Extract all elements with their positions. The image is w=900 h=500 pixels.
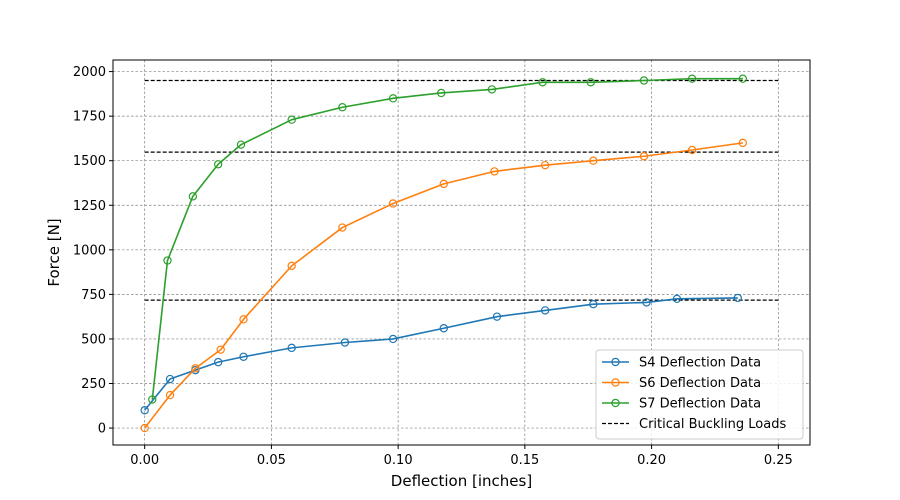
s6-deflection-data-point [439, 179, 448, 189]
y-tick-label: 1000 [73, 243, 106, 258]
s6-deflection-data-point [239, 315, 248, 324]
s4-deflection-data-point [439, 324, 448, 333]
s6-deflection-data-series [140, 138, 748, 433]
s4-deflection-data-point [165, 374, 175, 384]
s7-deflection-data-point [586, 78, 595, 87]
y-tick-label: 1750 [73, 110, 106, 125]
s4-deflection-data-point [287, 343, 296, 353]
s4-deflection-data-point [672, 294, 682, 304]
s6-deflection-data-point [388, 199, 398, 208]
s6-deflection-data-point [140, 423, 149, 433]
s6-deflection-data-point [338, 223, 347, 232]
s4-deflection-data-point [340, 338, 350, 347]
x-tick-label: 0.05 [257, 453, 286, 468]
s4-deflection-data-point [213, 357, 223, 367]
x-tick-label: 0.15 [510, 453, 539, 468]
s4-deflection-data-point [388, 334, 398, 344]
x-tick-label: 0.10 [384, 453, 413, 468]
legend-item-s7-deflection-data: S7 Deflection Data [602, 397, 761, 412]
legend-label: S6 Deflection Data [639, 376, 761, 391]
s7-deflection-data-point [148, 395, 157, 404]
x-tick-label: 0.20 [637, 453, 666, 468]
grid [113, 60, 810, 445]
s6-deflection-data-point [738, 138, 748, 148]
s7-deflection-data-point [687, 74, 697, 83]
legend-marker [611, 398, 620, 408]
s6-deflection-data-point [216, 345, 225, 354]
legend-marker [611, 378, 620, 387]
s4-deflection-data-point [642, 298, 651, 307]
legend: S4 Deflection Data S6 Deflection Data S7 D… [595, 349, 804, 440]
legend-item-s4-deflection-data: S4 Deflection Data [602, 356, 761, 371]
y-tick-label: 1500 [73, 154, 106, 169]
s7-deflection-data-point [738, 74, 748, 83]
s7-deflection-data-point [487, 85, 497, 94]
s7-deflection-data-point [163, 256, 172, 265]
y-tick-label: 250 [81, 377, 106, 392]
s4-deflection-data-series [140, 293, 742, 415]
s7-deflection-data-point [437, 88, 446, 98]
s6-deflection-data-line [144, 142, 743, 429]
s6-deflection-data-point [490, 167, 499, 176]
s4-deflection-data-point [239, 352, 248, 361]
s7-deflection-data-series [148, 74, 748, 404]
plot-frame [112, 59, 811, 446]
y-tick-label: 2000 [73, 65, 106, 80]
s6-deflection-data-point [287, 261, 296, 271]
s7-deflection-data-point [188, 192, 198, 201]
x-tick-label: 0.00 [130, 453, 159, 468]
y-axis-label: Force [N] [45, 218, 63, 286]
legend-label: S7 Deflection Data [639, 397, 761, 412]
s7-deflection-data-point [388, 94, 398, 103]
s6-deflection-data-point [687, 145, 697, 155]
s6-deflection-data-point [165, 390, 175, 400]
s4-deflection-data-point [540, 306, 550, 315]
legend-label: Critical Buckling Loads [639, 417, 786, 432]
s6-deflection-data-point [191, 364, 200, 373]
s7-deflection-data-point [338, 103, 347, 112]
y-tick-label: 0 [98, 422, 106, 437]
s4-deflection-data-point [589, 299, 598, 309]
s7-deflection-data-line [151, 77, 743, 400]
legend-label: S4 Deflection Data [639, 356, 761, 371]
s4-deflection-data-point [733, 293, 742, 303]
s7-deflection-data-point [213, 160, 223, 169]
legend-item-critical-buckling-loads: Critical Buckling Loads [602, 417, 786, 432]
s4-deflection-data-line [144, 297, 738, 411]
s7-deflection-data-point [538, 78, 547, 87]
y-tick-label: 500 [81, 332, 106, 347]
s7-deflection-data-point [287, 115, 296, 124]
s6-deflection-data-point [589, 156, 598, 165]
legend-marker [611, 357, 620, 367]
legend-box [595, 349, 804, 440]
x-axis-label: Deflection [inches] [391, 472, 532, 490]
s4-deflection-data-point [140, 406, 149, 415]
series-layer [140, 74, 748, 433]
y-tick-label: 750 [81, 288, 106, 303]
s7-deflection-data-point [236, 140, 246, 149]
axis-ticks: 0.00 0.05 0.10 0.15 0.20 0.25 0 250 500 750 1000 12… [73, 65, 793, 468]
x-tick-label: 0.25 [764, 453, 793, 468]
s7-deflection-data-point [639, 76, 649, 85]
s6-deflection-data-point [639, 152, 649, 161]
s4-deflection-data-point [492, 312, 502, 321]
y-tick-label: 1250 [73, 199, 106, 214]
legend-item-s6-deflection-data: S6 Deflection Data [602, 376, 761, 391]
s6-deflection-data-point [540, 160, 550, 170]
